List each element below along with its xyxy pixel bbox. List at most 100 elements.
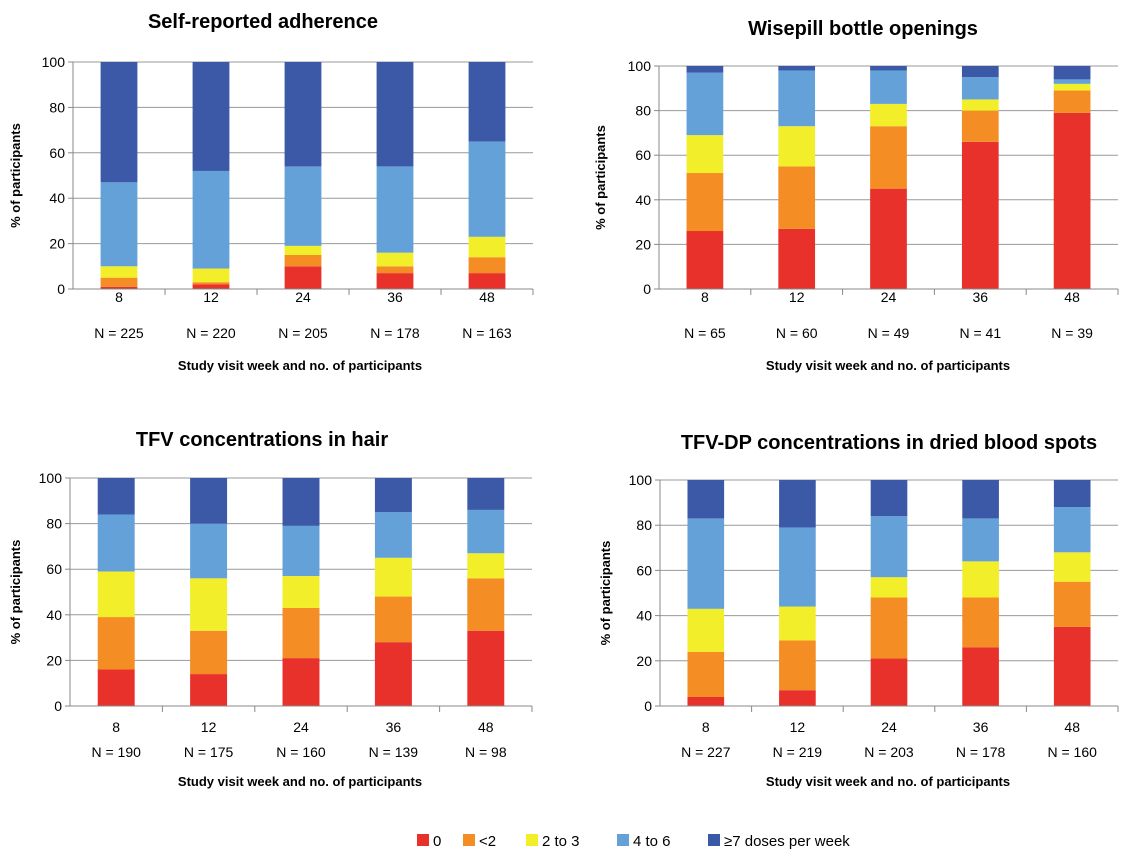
bar-segment (468, 62, 506, 142)
bar-segment (376, 62, 414, 167)
bar-segment (192, 282, 230, 285)
bar-segment (779, 690, 816, 706)
bar-segment (870, 658, 908, 706)
bar-segment (100, 286, 138, 289)
bar-segment (468, 236, 506, 258)
bar-segment (192, 62, 230, 171)
x-tick-n-label: N = 60 (776, 325, 818, 341)
legend-swatch (526, 834, 538, 846)
bar-segment (870, 70, 907, 104)
bar-segment (778, 166, 816, 229)
bar-segment (962, 518, 999, 562)
bar-segment (870, 188, 907, 289)
bar-segment (100, 266, 138, 278)
bar-segment (284, 62, 322, 167)
legend-label: 4 to 6 (633, 833, 671, 850)
y-tick-label: 60 (635, 147, 651, 163)
chart-title: TFV-DP concentrations in dried blood spo… (681, 432, 1097, 454)
bar-segment (97, 617, 135, 670)
bar-segment (870, 516, 908, 578)
x-tick-label: 36 (973, 719, 989, 735)
x-axis-label: Study visit week and no. of participants (766, 774, 1010, 789)
x-tick-n-label: N = 160 (276, 744, 326, 760)
y-tick-label: 0 (57, 281, 65, 297)
y-tick-label: 80 (635, 103, 651, 119)
bar-segment (190, 630, 228, 675)
bar-segment (282, 478, 320, 526)
bar-segment (468, 141, 506, 237)
bar-segment (1053, 83, 1091, 91)
bar-segment (284, 266, 322, 289)
y-tick-label: 40 (49, 190, 65, 206)
y-tick-label: 80 (636, 517, 652, 533)
x-tick-n-label: N = 98 (465, 744, 507, 760)
x-tick-label: 8 (702, 719, 710, 735)
x-tick-n-label: N = 41 (959, 325, 1001, 341)
legend-item: 2 to 3 (526, 833, 580, 850)
x-tick-label: 36 (387, 289, 403, 305)
y-tick-label: 20 (636, 653, 652, 669)
bar-segment (778, 126, 816, 167)
x-tick-n-label: N = 163 (462, 325, 512, 341)
y-tick-label: 20 (49, 236, 65, 252)
x-tick-label: 48 (478, 719, 494, 735)
chart-title: TFV concentrations in hair (136, 429, 388, 451)
y-tick-label: 60 (49, 145, 65, 161)
y-tick-label: 60 (46, 561, 62, 577)
y-tick-label: 0 (54, 698, 62, 714)
y-axis-label: % of participants (8, 123, 23, 228)
bar-segment (687, 651, 725, 697)
y-tick-label: 20 (635, 236, 651, 252)
y-axis-label: % of participants (598, 541, 613, 646)
x-tick-label: 24 (295, 289, 311, 305)
bar-segment (687, 518, 725, 609)
x-tick-n-label: N = 219 (773, 744, 823, 760)
bar-segment (1053, 66, 1091, 80)
bar-segment (376, 273, 414, 289)
bar-segment (961, 66, 999, 78)
bar-segment (870, 126, 907, 189)
legend-swatch (463, 834, 475, 846)
x-tick-label: 8 (112, 719, 120, 735)
x-tick-n-label: N = 65 (684, 325, 726, 341)
x-tick-label: 36 (386, 719, 402, 735)
bar-segment (468, 257, 506, 274)
y-axis-label: % of participants (8, 540, 23, 645)
bar-segment (779, 480, 816, 528)
x-tick-n-label: N = 225 (94, 325, 144, 341)
bar-segment (100, 277, 138, 287)
legend-label: ≥7 doses per week (724, 833, 850, 850)
legend-item: 4 to 6 (617, 833, 671, 850)
x-axis-label: Study visit week and no. of participants (178, 358, 422, 373)
chart-title: Wisepill bottle openings (748, 18, 978, 40)
bar-segment (1053, 552, 1091, 582)
x-tick-n-label: N = 203 (864, 744, 914, 760)
x-tick-label: 12 (201, 719, 217, 735)
bar-segment (961, 110, 999, 142)
legend-swatch (417, 834, 429, 846)
y-tick-label: 0 (643, 281, 651, 297)
legend-item: 0 (417, 833, 441, 850)
bar-segment (282, 525, 320, 577)
bar-segment (962, 480, 999, 519)
bar-segment (686, 231, 724, 289)
y-tick-label: 20 (46, 652, 62, 668)
legend-swatch (708, 834, 720, 846)
y-tick-label: 40 (636, 608, 652, 624)
bar-segment (779, 640, 816, 691)
bar-segment (100, 182, 138, 267)
bar-segment (97, 669, 135, 706)
bar-segment (374, 478, 412, 513)
bar-segment (192, 268, 230, 283)
bar-segment (190, 523, 228, 579)
legend-item: ≥7 doses per week (708, 833, 850, 850)
y-tick-label: 100 (39, 470, 63, 486)
chart-title: Self-reported adherence (148, 11, 378, 33)
bar-segment (962, 597, 999, 648)
bar-segment (870, 480, 908, 517)
bar-segment (870, 66, 907, 71)
bar-segment (284, 254, 322, 267)
bar-segment (192, 284, 230, 289)
x-axis-label: Study visit week and no. of participants (178, 774, 422, 789)
bar-segment (1053, 480, 1091, 508)
